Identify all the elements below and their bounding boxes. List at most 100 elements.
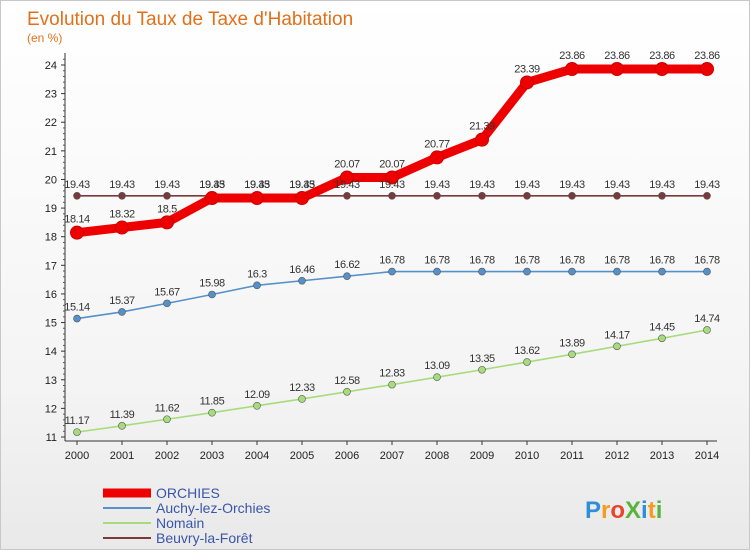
data-point (73, 191, 81, 200)
data-point (388, 191, 396, 200)
data-point (163, 191, 171, 200)
data-point (703, 191, 711, 200)
data-label: 23.86 (694, 50, 720, 62)
data-point (613, 267, 621, 276)
data-point (73, 428, 81, 436)
data-point (658, 191, 666, 200)
data-label: 16.78 (559, 255, 585, 267)
data-point (298, 395, 306, 403)
data-point (73, 314, 81, 323)
data-point (253, 402, 261, 410)
data-label: 16.3 (247, 268, 267, 280)
data-label: 15.14 (64, 302, 90, 314)
chart-title: Evolution du Taux de Taxe d'Habitation (27, 9, 353, 30)
data-point (295, 191, 309, 206)
data-label: 14.74 (694, 313, 720, 325)
y-tick-label: 14 (45, 346, 57, 358)
y-tick-label: 16 (45, 289, 57, 301)
data-label: 19.35 (199, 179, 225, 191)
data-label: 16.78 (424, 255, 450, 267)
data-label: 18.14 (64, 214, 90, 226)
x-tick-label: 2003 (200, 450, 224, 462)
data-label: 18.5 (157, 203, 177, 215)
data-point (160, 215, 174, 230)
brand-letter: t (648, 497, 656, 524)
x-tick-label: 2005 (290, 450, 314, 462)
data-labels-layer: 18.14 18.32 18.5 19.35 19.35 19.35 20.07 20.07 2… (64, 50, 720, 427)
data-point (655, 62, 669, 77)
data-point (703, 267, 711, 276)
data-label: 11.17 (65, 415, 90, 427)
x-tick-label: 2002 (155, 450, 179, 462)
data-point (565, 62, 579, 77)
data-point (388, 380, 396, 389)
data-point (523, 191, 531, 200)
data-label: 13.62 (514, 345, 540, 357)
data-label: 12.33 (289, 382, 315, 394)
data-point (70, 225, 84, 240)
y-tick-label: 22 (45, 117, 57, 129)
data-label: 19.43 (334, 179, 360, 191)
data-point (385, 170, 399, 185)
y-tick-label: 24 (45, 60, 57, 72)
data-point (523, 358, 531, 366)
x-tick-label: 2007 (380, 450, 404, 462)
data-point (658, 334, 666, 343)
legend-label: ORCHIES (156, 485, 220, 501)
data-label: 20.07 (334, 158, 360, 170)
data-label: 13.35 (469, 353, 495, 365)
data-point (343, 387, 351, 396)
series-layer (70, 62, 714, 436)
data-label: 11.39 (110, 409, 135, 421)
data-label: 19.43 (559, 179, 585, 191)
data-point (343, 191, 351, 200)
data-point (343, 272, 351, 280)
data-label: 15.98 (199, 277, 225, 289)
data-point (433, 267, 441, 276)
data-point (568, 350, 576, 359)
data-label: 16.78 (649, 255, 675, 267)
y-tick-label: 15 (45, 318, 57, 330)
data-label: 19.43 (469, 179, 495, 191)
data-point (253, 281, 261, 290)
data-point (118, 191, 126, 200)
data-point (478, 365, 486, 374)
proxiti-logo: ProXiti (585, 497, 662, 524)
y-tick-label: 13 (45, 375, 57, 387)
data-label: 19.43 (694, 179, 720, 191)
data-label: 16.78 (694, 255, 720, 267)
data-label: 19.43 (109, 179, 135, 191)
data-point (568, 267, 576, 276)
data-label: 15.37 (109, 295, 135, 307)
data-point (118, 422, 126, 430)
brand-letter: X (625, 497, 641, 524)
x-tick-label: 2004 (245, 450, 269, 462)
brand-letter: i (656, 497, 663, 524)
data-label: 13.09 (424, 360, 450, 372)
data-point (610, 62, 624, 77)
x-tick-label: 2014 (695, 450, 719, 462)
data-label: 16.78 (604, 255, 630, 267)
data-label: 11.62 (155, 402, 180, 414)
legend-label: Beuvry-la-Forêt (156, 530, 253, 546)
y-tick-label: 21 (45, 146, 57, 158)
x-tick-label: 2006 (335, 450, 359, 462)
data-label: 16.46 (289, 264, 315, 276)
legend-label: Nomain (156, 515, 204, 531)
data-label: 23.86 (604, 50, 630, 62)
data-point (208, 290, 216, 299)
data-point (208, 408, 216, 417)
data-point (523, 267, 531, 276)
data-label: 12.58 (334, 375, 360, 387)
data-point (163, 299, 171, 308)
data-label: 19.35 (244, 179, 270, 191)
data-label: 19.35 (289, 179, 315, 191)
brand-letter: i (641, 497, 648, 524)
data-label: 13.89 (559, 337, 585, 349)
legend-label: Auchy-lez-Orchies (156, 500, 270, 516)
data-label: 19.43 (649, 179, 675, 191)
data-label: 16.62 (334, 259, 360, 271)
data-point (340, 170, 354, 185)
data-label: 19.43 (64, 179, 90, 191)
